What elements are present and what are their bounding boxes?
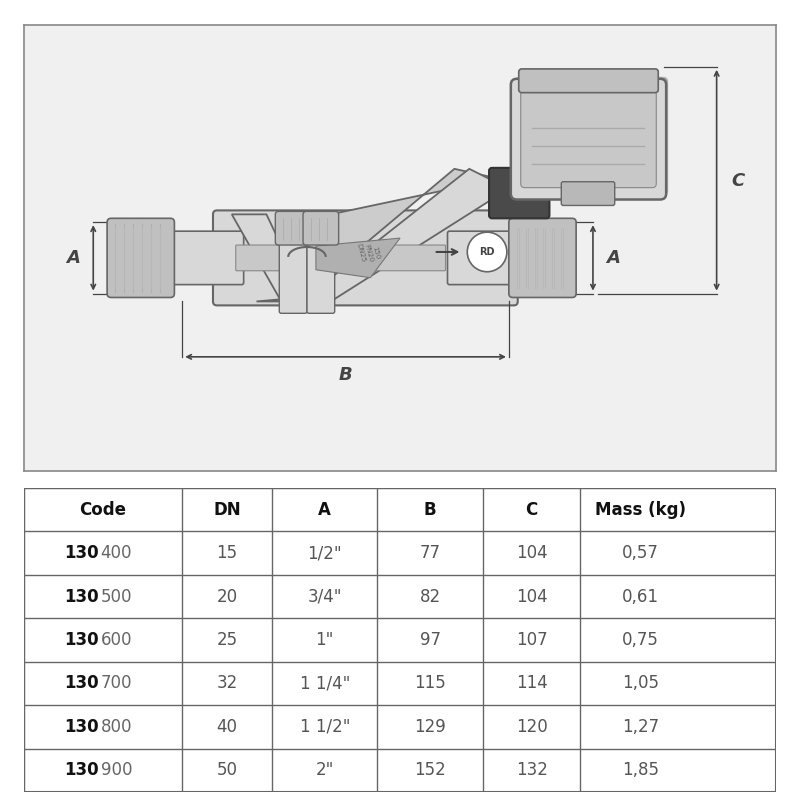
Text: DN25: DN25 <box>355 243 366 263</box>
FancyBboxPatch shape <box>213 210 518 306</box>
Text: B: B <box>338 366 353 384</box>
Text: 114: 114 <box>516 674 547 693</box>
FancyBboxPatch shape <box>447 231 518 285</box>
FancyBboxPatch shape <box>489 168 550 218</box>
Text: 20: 20 <box>217 587 238 606</box>
Text: 2": 2" <box>316 762 334 779</box>
Text: 130: 130 <box>65 718 99 736</box>
Text: 1 1/2": 1 1/2" <box>299 718 350 736</box>
Text: 97: 97 <box>419 631 441 649</box>
Text: 1,05: 1,05 <box>622 674 659 693</box>
Text: 1 1/4": 1 1/4" <box>300 674 350 693</box>
Text: 152: 152 <box>414 762 446 779</box>
Text: 500: 500 <box>101 587 132 606</box>
Text: A: A <box>606 249 620 267</box>
Text: 120: 120 <box>516 718 547 736</box>
Text: 800: 800 <box>101 718 132 736</box>
Text: A: A <box>66 249 81 267</box>
FancyBboxPatch shape <box>562 182 614 206</box>
Text: B: B <box>424 501 436 518</box>
FancyBboxPatch shape <box>236 245 446 270</box>
Text: 104: 104 <box>516 587 547 606</box>
Text: 107: 107 <box>516 631 547 649</box>
Polygon shape <box>232 169 509 302</box>
Text: 3/4": 3/4" <box>307 587 342 606</box>
Text: 115: 115 <box>414 674 446 693</box>
Text: 130: 130 <box>65 631 99 649</box>
Text: 1,85: 1,85 <box>622 762 659 779</box>
FancyBboxPatch shape <box>275 211 311 245</box>
Text: 40: 40 <box>217 718 238 736</box>
Text: 130: 130 <box>65 544 99 562</box>
FancyBboxPatch shape <box>511 79 666 199</box>
Text: 0,57: 0,57 <box>622 544 659 562</box>
Circle shape <box>467 232 507 272</box>
Text: 130: 130 <box>65 674 99 693</box>
Text: 104: 104 <box>516 544 547 562</box>
Polygon shape <box>316 238 400 278</box>
Text: 1,27: 1,27 <box>622 718 659 736</box>
Text: 400: 400 <box>101 544 132 562</box>
Text: 150: 150 <box>372 246 381 260</box>
Text: RD: RD <box>479 247 495 257</box>
Text: 0,61: 0,61 <box>622 587 659 606</box>
Text: 130: 130 <box>65 587 99 606</box>
FancyBboxPatch shape <box>509 218 576 298</box>
Text: 32: 32 <box>217 674 238 693</box>
Text: PN20: PN20 <box>363 243 374 262</box>
FancyBboxPatch shape <box>521 90 656 188</box>
Text: 1/2": 1/2" <box>307 544 342 562</box>
FancyBboxPatch shape <box>307 230 334 314</box>
Text: C: C <box>732 172 745 190</box>
Text: 0,75: 0,75 <box>622 631 659 649</box>
FancyBboxPatch shape <box>514 77 668 195</box>
Text: Code: Code <box>79 501 126 518</box>
Text: 700: 700 <box>101 674 132 693</box>
Text: 600: 600 <box>101 631 132 649</box>
FancyBboxPatch shape <box>518 69 658 93</box>
FancyBboxPatch shape <box>107 218 174 298</box>
Text: DN: DN <box>214 501 241 518</box>
Text: 77: 77 <box>419 544 441 562</box>
Text: 129: 129 <box>414 718 446 736</box>
Text: A: A <box>318 501 331 518</box>
Polygon shape <box>257 169 499 302</box>
Text: 25: 25 <box>217 631 238 649</box>
Text: 1": 1" <box>316 631 334 649</box>
FancyBboxPatch shape <box>169 231 244 285</box>
Text: Mass (kg): Mass (kg) <box>595 501 686 518</box>
Text: 130: 130 <box>65 762 99 779</box>
Text: 900: 900 <box>101 762 132 779</box>
Text: 50: 50 <box>217 762 238 779</box>
FancyBboxPatch shape <box>303 211 338 245</box>
Text: 82: 82 <box>419 587 441 606</box>
Text: C: C <box>526 501 538 518</box>
Text: 132: 132 <box>516 762 547 779</box>
FancyBboxPatch shape <box>279 230 307 314</box>
Text: 15: 15 <box>217 544 238 562</box>
